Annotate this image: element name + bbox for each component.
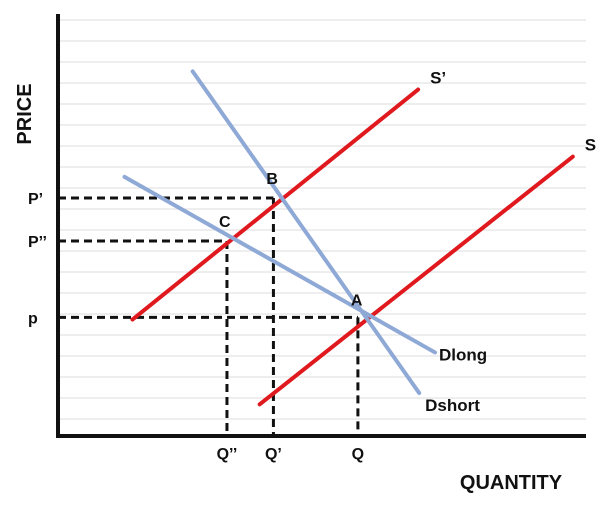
y-axis-label: PRICE xyxy=(14,83,36,144)
point-label-b: B xyxy=(266,171,278,188)
series-lines xyxy=(122,69,575,407)
point-label-a: A xyxy=(351,292,363,309)
y-tick-label: P’’ xyxy=(28,234,47,251)
x-tick-label: Q xyxy=(352,446,364,463)
axes xyxy=(56,14,586,438)
series-line-s xyxy=(130,87,421,322)
grid xyxy=(58,19,586,420)
x-tick-label: Q’ xyxy=(265,446,282,463)
series-line-s xyxy=(257,154,575,407)
x-tick-label: Q’’ xyxy=(217,446,238,463)
x-axis-label: QUANTITY xyxy=(460,472,563,494)
labels: S S’ Dlong Dshort A B C P’ P’’ p Q’’ Q’ Q xyxy=(28,69,596,463)
point-label-c: C xyxy=(219,214,231,231)
series-label-dlong: Dlong xyxy=(439,345,487,364)
y-tick-label: P’ xyxy=(28,191,43,208)
series-line-dlong xyxy=(122,174,437,355)
series-label-s: S xyxy=(585,136,596,155)
series-label-dshort: Dshort xyxy=(425,396,480,415)
series-label-s: S’ xyxy=(430,69,446,88)
y-tick-label: p xyxy=(28,310,38,327)
guide-lines xyxy=(58,196,360,436)
series-line-dshort xyxy=(190,69,422,395)
